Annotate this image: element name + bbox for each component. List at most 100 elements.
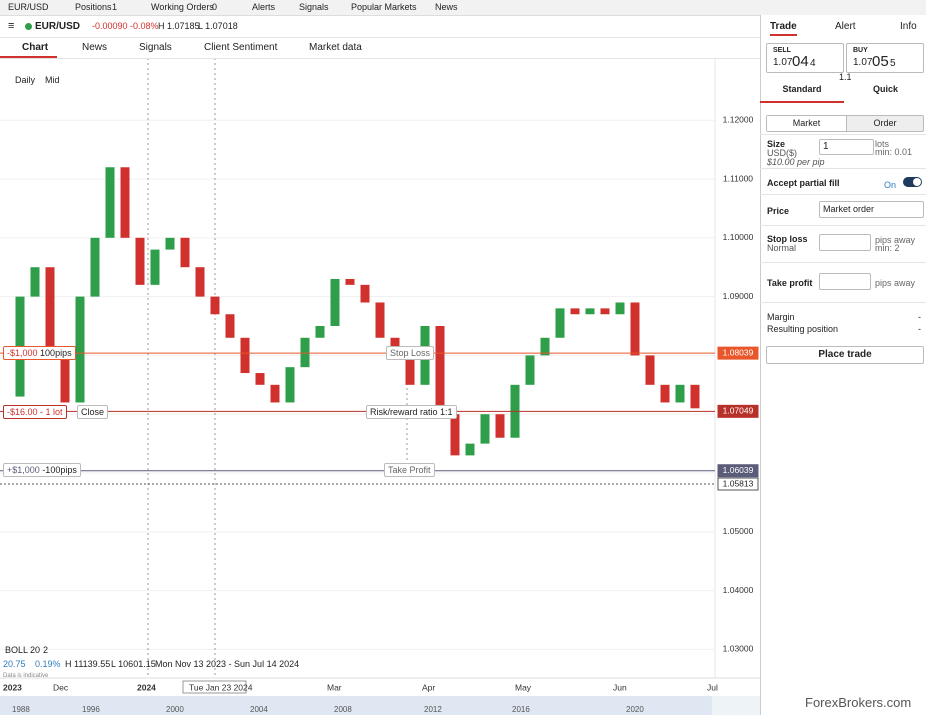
tp-amount: +$1,000 — [7, 465, 40, 475]
order-type[interactable]: Order — [873, 118, 897, 128]
order-type-switch: Market Order — [766, 115, 924, 132]
x-tick-label: 2024 — [137, 682, 156, 692]
level-tag — [717, 464, 759, 478]
range-low: L 10601.15 — [111, 659, 156, 669]
tab[interactable]: Positions — [75, 2, 112, 12]
rr-label: Risk/reward ratio 1:1 — [366, 405, 457, 419]
pos-tag[interactable]: -$16.00 - 1 lot — [3, 405, 67, 419]
nav-item[interactable]: Signals — [139, 42, 172, 53]
tab[interactable]: Alerts — [252, 2, 276, 12]
candle — [195, 267, 205, 297]
panel-tab[interactable]: Trade — [770, 21, 797, 36]
tab[interactable]: EUR/USD — [8, 2, 49, 12]
toolbar-button[interactable]: Daily — [15, 75, 36, 85]
range-high: H 11139.55 — [65, 659, 111, 669]
tab[interactable]: Working Orders — [151, 2, 214, 12]
high: H 1.07185 — [158, 21, 200, 31]
candle — [645, 355, 655, 385]
candle — [555, 308, 565, 338]
level-label: 1.06039 — [723, 465, 754, 475]
order-type[interactable]: Market — [767, 116, 847, 131]
candle — [120, 167, 130, 238]
instrument-name[interactable]: EUR/USD — [35, 21, 81, 32]
tab-count: 1 — [112, 2, 118, 12]
panel-tab[interactable]: Alert — [835, 21, 856, 32]
navigator-label: 1988 — [12, 705, 30, 714]
nav-item[interactable]: Chart — [22, 42, 49, 53]
candle — [75, 296, 85, 403]
buy-label: BUY — [853, 47, 868, 54]
x-tick-label: 2023 — [3, 682, 22, 692]
y-tick-label: 1.04000 — [723, 585, 754, 595]
buy-button[interactable]: BUY 1.07 05 5 — [846, 43, 924, 73]
x-tick-label: Apr — [422, 682, 435, 692]
candle — [690, 384, 700, 409]
resulting-label: Resulting position — [767, 324, 839, 334]
candle — [105, 167, 115, 238]
tab[interactable]: Popular Markets — [351, 2, 417, 12]
place-trade-button[interactable]: Place trade — [766, 346, 924, 364]
size-min: min: 0.01 — [875, 147, 913, 157]
sell-fraction: 4 — [810, 58, 816, 69]
sl-input[interactable] — [819, 234, 871, 251]
candle — [405, 355, 415, 385]
sl-tag[interactable]: -$1,000 100pips — [3, 346, 76, 360]
candle — [150, 249, 160, 285]
candle — [615, 302, 625, 315]
nav-item[interactable]: Client Sentiment — [204, 42, 278, 53]
sl-amount: -$1,000 — [7, 348, 38, 358]
candle — [330, 278, 340, 327]
size-input[interactable]: 1 — [819, 139, 874, 155]
tab[interactable]: Signals — [299, 2, 329, 12]
panel-tab[interactable]: Info — [900, 21, 917, 32]
navigator-label: 2000 — [166, 705, 184, 714]
toggle[interactable] — [903, 177, 922, 187]
sl-kind[interactable]: Normal — [767, 243, 797, 253]
candle — [90, 237, 100, 297]
menu-icon[interactable]: ≡ — [8, 20, 15, 32]
candle — [210, 296, 220, 315]
x-tick-label: Tue Jan 23 2024 — [189, 682, 253, 692]
y-tick-label: 1.03000 — [723, 644, 754, 654]
sl-unit: pips away — [875, 235, 916, 245]
nav-bar: Chart News Signals Client Sentiment Mark… — [0, 38, 760, 59]
mode-tab[interactable]: Standard — [760, 84, 844, 103]
y-tick-label: 1.10000 — [723, 232, 754, 242]
note: Data is indicative — [3, 673, 49, 679]
y-tick-label: 1.12000 — [723, 114, 754, 124]
nav-item[interactable]: Market data — [309, 42, 362, 53]
close-button[interactable]: Close — [77, 405, 109, 419]
tab-bar: EUR/USD Positions 1 Working Orders 0 Ale… — [0, 0, 926, 16]
tp-tag[interactable]: +$1,000 -100pips — [3, 463, 81, 477]
candle — [600, 308, 610, 315]
candle — [45, 267, 55, 356]
indicator-period: 20 — [30, 645, 41, 655]
y-tick-label: 1.11000 — [723, 173, 753, 183]
nav-item[interactable]: News — [82, 42, 108, 53]
sell-button[interactable]: SELL 1.07 04 4 — [766, 43, 844, 73]
toolbar-button[interactable]: Mid — [45, 75, 60, 85]
navigator-window — [0, 696, 712, 715]
candle — [375, 302, 385, 338]
size-label: Size — [767, 139, 786, 149]
level-label: 1.05813 — [723, 478, 754, 488]
price-select[interactable]: Market order — [819, 201, 924, 218]
candle — [345, 278, 355, 285]
chart: 1.120001.110001.100001.090001.080001.070… — [0, 58, 760, 715]
candle — [255, 373, 265, 385]
mode-tab[interactable]: Quick — [872, 84, 898, 94]
pos-size: - 1 lot — [40, 407, 63, 417]
candle — [660, 384, 670, 403]
candle — [435, 326, 445, 415]
sl-pips: 100pips — [40, 348, 72, 358]
per-pip: $10.00 per pip — [767, 157, 825, 167]
candle — [630, 302, 640, 356]
margin-value: - — [918, 312, 921, 322]
x-tick-label: Mar — [327, 682, 342, 692]
tab[interactable]: News — [435, 2, 458, 12]
sell-prefix: 1.07 — [773, 57, 793, 68]
x-tick-label: Jun — [613, 682, 627, 692]
tp-input[interactable] — [819, 273, 871, 290]
navigator-label: 2012 — [424, 705, 442, 714]
